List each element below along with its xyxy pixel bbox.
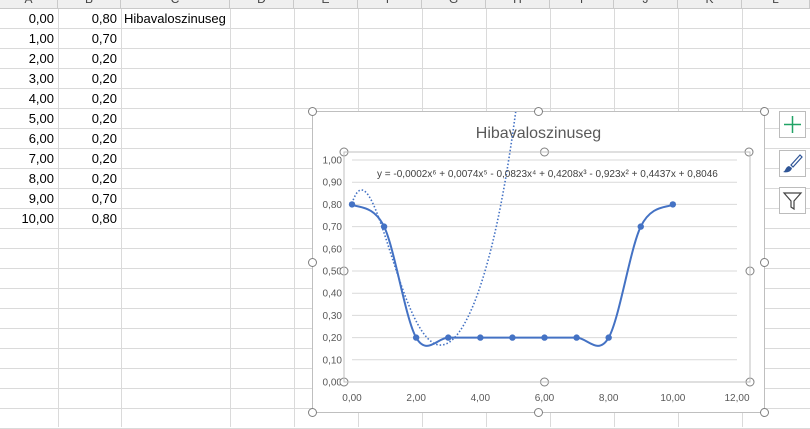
cell-a9[interactable]: 8,00 <box>28 171 54 186</box>
column-header-c[interactable]: C <box>121 0 230 8</box>
y-tick-label: 0,50 <box>323 267 343 278</box>
cell-b1[interactable]: 0,80 <box>91 11 117 26</box>
grid-row-line <box>0 68 810 69</box>
cell-a1[interactable]: 0,00 <box>28 11 54 26</box>
data-point <box>477 334 484 341</box>
cell-b7[interactable]: 0,20 <box>91 131 117 146</box>
y-tick-label: 0,80 <box>323 200 343 211</box>
chart-area[interactable]: Hibavaloszinuseg 0,00 0,10 0,20 0,30 0,40 0,5… <box>312 111 765 413</box>
column-header-i[interactable]: I <box>550 0 614 8</box>
cell-c1[interactable]: Hibavaloszinuseg <box>124 11 226 26</box>
cell-a3[interactable]: 2,00 <box>28 51 54 66</box>
y-tick-label: 1,00 <box>323 156 343 167</box>
column-header-h[interactable]: H <box>486 0 550 8</box>
column-header-e[interactable]: E <box>294 0 358 8</box>
resize-handle-bottom[interactable] <box>534 408 543 417</box>
cell-a2[interactable]: 1,00 <box>28 31 54 46</box>
trendline-equation: y = -0,0002x⁶ + 0,0074x⁵ - 0,0823x⁴ + 0,… <box>377 169 718 180</box>
chart-elements-button[interactable] <box>779 111 806 138</box>
resize-handle-right[interactable] <box>760 258 769 267</box>
y-tick-label: 0,00 <box>323 378 343 389</box>
data-point <box>412 334 420 341</box>
column-header-d[interactable]: D <box>230 0 294 8</box>
grid-row-line <box>0 48 810 49</box>
plot-area-border <box>343 151 751 383</box>
cell-a7[interactable]: 6,00 <box>28 131 54 146</box>
chart-styles-button[interactable] <box>779 150 806 177</box>
y-tick-label: 0,10 <box>323 355 343 366</box>
data-point <box>509 334 516 341</box>
grid-column-line <box>294 9 295 427</box>
cell-b4[interactable]: 0,20 <box>91 71 117 86</box>
y-tick-label: 0,30 <box>323 311 343 322</box>
cell-b8[interactable]: 0,20 <box>91 151 117 166</box>
y-tick-label: 0,70 <box>323 222 343 233</box>
resize-handle-top-right[interactable] <box>760 107 769 116</box>
resize-handle-top-left[interactable] <box>308 107 317 116</box>
cell-a10[interactable]: 9,00 <box>28 191 54 206</box>
resize-handle-left[interactable] <box>308 258 317 267</box>
trendline <box>351 112 517 346</box>
cell-a11[interactable]: 10,00 <box>21 211 54 226</box>
grid-column-line <box>230 9 231 427</box>
x-tick-label: 0,00 <box>342 393 362 404</box>
cell-b9[interactable]: 0,20 <box>91 171 117 186</box>
cell-b3[interactable]: 0,20 <box>91 51 117 66</box>
cell-a5[interactable]: 4,00 <box>28 91 54 106</box>
grid-column-line <box>58 9 59 427</box>
y-tick-label: 0,40 <box>323 289 343 300</box>
x-tick-label: 6,00 <box>535 393 555 404</box>
column-header-l[interactable]: L <box>742 0 810 8</box>
y-tick-label: 0,60 <box>323 244 343 255</box>
data-point <box>669 201 677 208</box>
x-tick-label: 8,00 <box>599 393 619 404</box>
series-line <box>351 203 674 347</box>
resize-handle-bottom-right[interactable] <box>760 408 769 417</box>
data-point <box>380 223 388 230</box>
cell-b6[interactable]: 0,20 <box>91 111 117 126</box>
column-header-a[interactable]: A <box>0 0 58 8</box>
data-point <box>573 334 580 341</box>
column-header-b[interactable]: B <box>58 0 121 8</box>
brush-icon <box>783 154 803 173</box>
y-tick-label: 0,20 <box>323 333 343 344</box>
column-header-k[interactable]: K <box>678 0 742 8</box>
data-point <box>605 334 612 341</box>
column-header-row: A B C D E F G H I J K L <box>0 0 810 9</box>
resize-handle-top[interactable] <box>534 107 543 116</box>
chart-title[interactable]: Hibavaloszinuseg <box>475 125 602 142</box>
data-point <box>348 201 356 208</box>
chart-filters-button[interactable] <box>779 187 806 214</box>
grid-row-line <box>0 28 810 29</box>
data-point <box>541 334 548 341</box>
grid-column-line <box>121 9 122 427</box>
x-tick-label: 2,00 <box>406 393 426 404</box>
data-point <box>637 223 644 230</box>
data-point <box>445 334 452 341</box>
cell-b11[interactable]: 0,80 <box>91 211 117 226</box>
cell-a4[interactable]: 3,00 <box>28 71 54 86</box>
x-tick-label: 12,00 <box>724 393 749 404</box>
plus-icon <box>784 116 801 133</box>
column-header-j[interactable]: J <box>614 0 678 8</box>
column-header-g[interactable]: G <box>422 0 486 8</box>
grid-row-line <box>0 108 810 109</box>
chart-plot-svg[interactable]: 0,00 0,10 0,20 0,30 0,40 0,50 0,60 0,70 0,80 0,90… <box>313 112 764 412</box>
x-tick-label: 10,00 <box>660 393 685 404</box>
cell-b5[interactable]: 0,20 <box>91 91 117 106</box>
x-tick-label: 4,00 <box>471 393 491 404</box>
cell-a8[interactable]: 7,00 <box>28 151 54 166</box>
grid-row-line <box>0 88 810 89</box>
cell-b10[interactable]: 0,70 <box>91 191 117 206</box>
column-header-f[interactable]: F <box>358 0 422 8</box>
y-tick-label: 0,90 <box>323 178 343 189</box>
cell-a6[interactable]: 5,00 <box>28 111 54 126</box>
filter-icon <box>782 192 803 211</box>
cell-b2[interactable]: 0,70 <box>91 31 117 46</box>
resize-handle-bottom-left[interactable] <box>308 408 317 417</box>
